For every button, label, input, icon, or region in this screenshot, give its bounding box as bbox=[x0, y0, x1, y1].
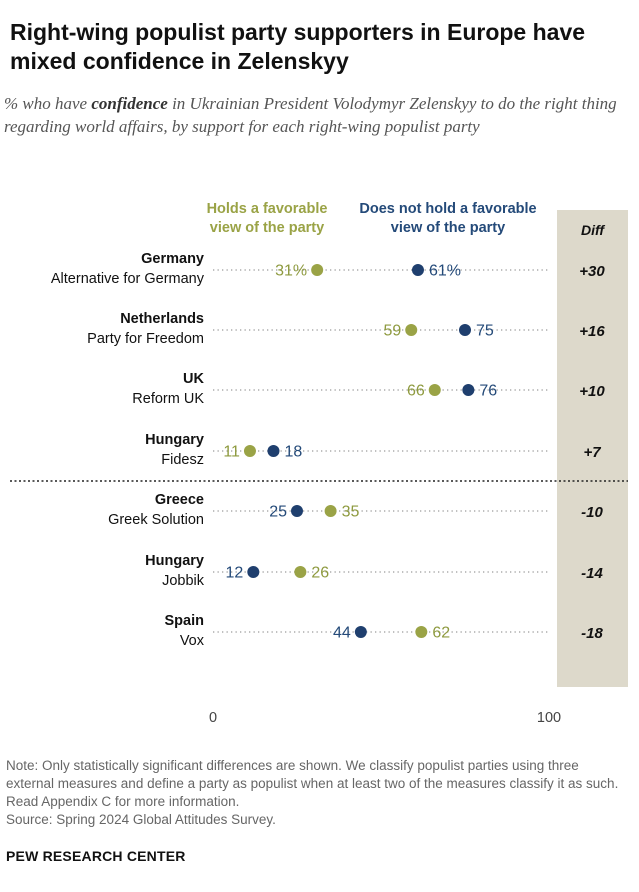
row-party-label: Alternative for Germany bbox=[51, 271, 205, 287]
dot-favorable bbox=[294, 566, 307, 578]
legend-favorable: Holds a favorable view of the party bbox=[206, 201, 328, 236]
value-label-not-favorable: 76 bbox=[479, 383, 497, 400]
diff-value: +10 bbox=[579, 383, 605, 400]
dot-favorable bbox=[243, 445, 256, 457]
value-label-favorable: 11 bbox=[223, 444, 240, 461]
diff-column-background bbox=[557, 210, 628, 687]
value-label-not-favorable: 18 bbox=[284, 444, 302, 461]
row-country-label: Hungary bbox=[145, 432, 204, 448]
value-label-favorable: 66 bbox=[407, 383, 425, 400]
dot-favorable bbox=[405, 324, 418, 336]
dot-not-favorable bbox=[459, 324, 471, 336]
chart-subtitle: % who have confidence in Ukrainian Presi… bbox=[4, 92, 629, 138]
dot-favorable bbox=[311, 264, 324, 276]
row-country-label: Greece bbox=[155, 492, 204, 508]
value-label-favorable: 59 bbox=[383, 323, 401, 340]
row-party-label: Party for Freedom bbox=[87, 331, 204, 347]
value-label-not-favorable: 44 bbox=[333, 625, 351, 642]
diff-value: -10 bbox=[581, 504, 603, 521]
diff-value: +30 bbox=[579, 263, 605, 280]
row-party-label: Greek Solution bbox=[108, 512, 204, 528]
dot-not-favorable bbox=[411, 264, 424, 276]
dot-favorable bbox=[415, 626, 428, 638]
row-country-label: Spain bbox=[165, 613, 204, 629]
diff-value: +7 bbox=[583, 444, 601, 461]
dot-favorable bbox=[324, 505, 337, 517]
value-label-favorable: 35 bbox=[342, 504, 360, 521]
row-party-label: Jobbik bbox=[162, 573, 205, 589]
value-label-favorable: 62 bbox=[432, 625, 450, 642]
diff-header: Diff bbox=[580, 222, 605, 238]
value-label-favorable: 26 bbox=[311, 565, 329, 582]
value-label-favorable: 31% bbox=[275, 263, 307, 280]
legend-not-favorable: Does not hold a favorable view of the pa… bbox=[359, 201, 537, 236]
diff-value: -14 bbox=[581, 565, 603, 582]
row-country-label: Hungary bbox=[145, 553, 204, 569]
value-label-not-favorable: 61% bbox=[429, 263, 461, 280]
x-tick-label: 0 bbox=[209, 710, 217, 726]
diff-value: +16 bbox=[579, 323, 605, 340]
dot-favorable bbox=[428, 384, 441, 396]
subtitle-post: in Ukrainian President Volodymyr Zelensk… bbox=[4, 94, 617, 136]
brand-logo-text: PEW RESEARCH CENTER bbox=[6, 848, 186, 864]
note-text: Note: Only statistically significant dif… bbox=[6, 758, 619, 809]
subtitle-emphasis: confidence bbox=[91, 94, 168, 113]
value-label-not-favorable: 25 bbox=[269, 504, 287, 521]
dot-not-favorable bbox=[462, 384, 475, 396]
chart-note: Note: Only statistically significant dif… bbox=[6, 757, 626, 829]
subtitle-pre: % who have bbox=[4, 94, 92, 113]
row-party-label: Fidesz bbox=[161, 452, 204, 468]
row-country-label: Netherlands bbox=[120, 311, 204, 327]
x-tick-label: 100 bbox=[537, 710, 561, 726]
dot-not-favorable bbox=[247, 566, 260, 578]
row-party-label: Reform UK bbox=[132, 391, 204, 407]
chart-title: Right-wing populist party supporters in … bbox=[10, 19, 586, 74]
row-country-label: UK bbox=[183, 371, 204, 387]
dot-not-favorable bbox=[291, 505, 303, 517]
dot-not-favorable bbox=[267, 445, 280, 457]
row-country-label: Germany bbox=[141, 251, 204, 267]
row-party-label: Vox bbox=[180, 633, 205, 649]
diff-value: -18 bbox=[581, 625, 603, 642]
dot-not-favorable bbox=[354, 626, 367, 638]
source-text: Source: Spring 2024 Global Attitudes Sur… bbox=[6, 812, 276, 827]
value-label-not-favorable: 75 bbox=[476, 323, 494, 340]
value-label-not-favorable: 12 bbox=[226, 565, 244, 582]
